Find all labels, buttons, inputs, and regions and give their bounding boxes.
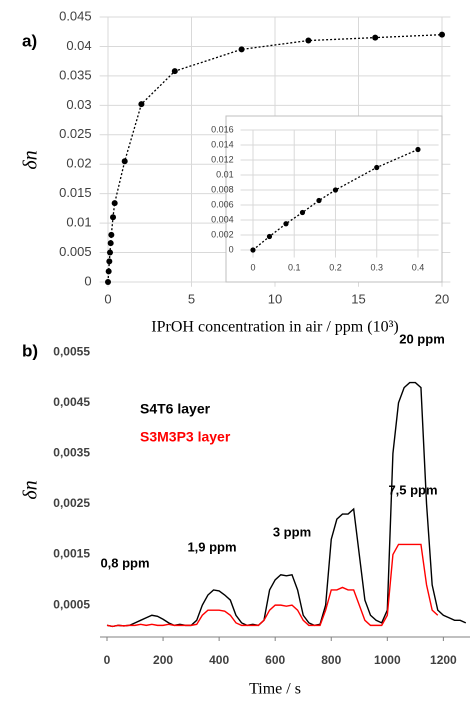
x-axis-label: Time / s xyxy=(249,681,301,698)
data-point xyxy=(374,164,380,171)
y-tick-label: 0,0025 xyxy=(53,496,90,510)
panel-a: 00.0050.010.0150.020.0250.030.0350.040.0… xyxy=(20,8,451,336)
x-tick-label: 0.1 xyxy=(288,262,301,272)
y-tick-label: 0.014 xyxy=(211,139,234,149)
data-point xyxy=(439,31,445,38)
panel-b: 0,0005 0,0015 0,0025 0,0035 0,0045 0,0055 0 200… xyxy=(20,331,470,698)
data-point xyxy=(108,231,115,238)
x-tick-label: 800 xyxy=(321,653,341,667)
x-tick-label: 200 xyxy=(153,653,173,667)
y-tick-label: 0,0035 xyxy=(53,446,90,460)
y-axis-label: δn xyxy=(20,480,42,499)
y-tick-label: 0.02 xyxy=(66,156,91,171)
y-tick-label: 0.006 xyxy=(211,199,234,209)
y-tick-label: 0.016 xyxy=(211,124,234,134)
x-tick-label: 5 xyxy=(188,291,195,306)
y-tick-label: 0.01 xyxy=(66,215,91,230)
x-tick-label: 1200 xyxy=(430,653,457,667)
data-point xyxy=(138,101,145,108)
y-tick-label: 0.04 xyxy=(66,38,91,53)
x-tick-label: 0 xyxy=(104,291,111,306)
y-tick-label: 0.002 xyxy=(211,229,234,239)
x-tick-label: 400 xyxy=(209,653,229,667)
y-tick-label: 0,0015 xyxy=(53,547,90,561)
panel-label: a) xyxy=(22,31,37,50)
data-point xyxy=(266,233,273,240)
y-tick-label: 0.012 xyxy=(211,154,234,164)
data-point xyxy=(332,187,339,193)
annotation: 3 ppm xyxy=(273,524,311,539)
y-tick-label: 0,0055 xyxy=(53,344,90,358)
x-tick-label: 15 xyxy=(351,291,365,306)
panel-label: b) xyxy=(22,341,38,360)
annotation: 20 ppm xyxy=(399,331,445,346)
x-tick-label: 20 xyxy=(435,291,449,306)
y-tick-label: 0.005 xyxy=(59,244,92,259)
data-point xyxy=(105,278,111,285)
data-point xyxy=(171,68,178,75)
y-axis-label: δn xyxy=(20,150,42,169)
panel-a-inset: 0 0.002 0.004 0.006 0.008 0.01 0.012 0.014 0.016… xyxy=(211,124,439,272)
y-tick-label: 0.004 xyxy=(211,214,234,224)
x-axis-label: IPrOH concentration in air / ppm (10³) xyxy=(151,319,398,336)
data-point xyxy=(107,249,114,256)
x-tick-label: 0 xyxy=(104,653,111,667)
data-point xyxy=(107,240,114,247)
data-point xyxy=(305,37,312,44)
data-point xyxy=(299,209,306,216)
y-tick-label: 0.01 xyxy=(216,169,234,179)
y-tick-label: 0.03 xyxy=(66,97,91,112)
series-line xyxy=(106,381,467,628)
data-point xyxy=(110,214,117,221)
y-tick-label: 0.025 xyxy=(59,126,92,141)
x-tick-label: 600 xyxy=(265,653,285,667)
y-tick-label: 0.045 xyxy=(59,8,92,23)
data-point xyxy=(105,268,112,275)
data-point xyxy=(106,258,113,265)
data-point xyxy=(121,158,128,165)
x-tick-label: 0 xyxy=(250,262,255,272)
annotation: 0,8 ppm xyxy=(100,555,149,570)
x-tick-label: 0.3 xyxy=(370,262,383,272)
x-tick-label: 0.4 xyxy=(412,262,425,272)
y-tick-label: 0.015 xyxy=(59,185,92,200)
y-tick-label: 0 xyxy=(84,273,91,288)
annotation: 1,9 ppm xyxy=(187,539,236,554)
data-point xyxy=(415,146,421,153)
legend-entry: S3M3P3 layer xyxy=(140,429,231,445)
y-tick-label: 0,0045 xyxy=(53,395,90,409)
series-line xyxy=(106,543,439,628)
y-tick-label: 0.008 xyxy=(211,184,234,194)
data-point xyxy=(238,46,245,53)
legend-entry: S4T6 layer xyxy=(140,401,211,417)
y-tick-label: 0,0005 xyxy=(53,597,90,611)
data-point xyxy=(372,34,379,41)
y-tick-label: 0.035 xyxy=(59,67,92,82)
data-point xyxy=(316,197,322,204)
annotation: 7,5 ppm xyxy=(388,482,437,497)
inset-frame xyxy=(225,115,443,283)
series-line xyxy=(252,148,419,251)
y-tick-label: 0 xyxy=(229,244,234,254)
data-point xyxy=(283,221,289,227)
data-point xyxy=(250,247,256,253)
x-tick-label: 10 xyxy=(268,291,282,306)
x-tick-label: 0.2 xyxy=(329,262,342,272)
data-point xyxy=(111,200,118,207)
x-tick-label: 1000 xyxy=(374,653,401,667)
